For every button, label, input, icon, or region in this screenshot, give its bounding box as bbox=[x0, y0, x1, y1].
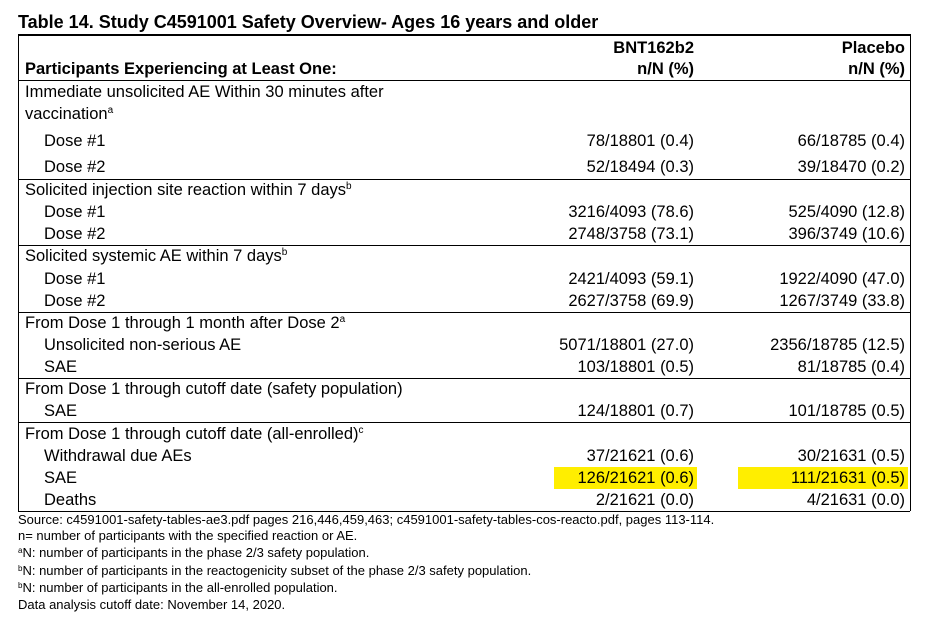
placebo-highlight bbox=[738, 467, 908, 489]
bnt-value: 37/21621 (0.6) bbox=[586, 447, 694, 465]
section-label: Immediate unsolicited AE Within 30 minut… bbox=[25, 83, 384, 101]
table-row-label: Dose #2 bbox=[44, 158, 106, 176]
footnote-marker: b bbox=[346, 181, 352, 192]
placebo-value: 2356/18785 (12.5) bbox=[770, 336, 905, 354]
section-rule bbox=[18, 378, 910, 379]
placebo-value-highlighted: 111/21631 (0.5) bbox=[790, 469, 905, 487]
section-rule bbox=[18, 312, 910, 313]
placebo-value: 39/18470 (0.2) bbox=[797, 158, 905, 176]
bnt-value: 2/21621 (0.0) bbox=[595, 491, 694, 509]
bnt-highlight bbox=[554, 467, 697, 489]
placebo-value: 396/3749 (10.6) bbox=[788, 225, 905, 243]
bnt-value: 2627/3758 (69.9) bbox=[568, 292, 694, 310]
bnt-value: 52/18494 (0.3) bbox=[586, 158, 694, 176]
table-row-label: Unsolicited non-serious AE bbox=[44, 336, 242, 354]
bnt-value: 124/18801 (0.7) bbox=[577, 402, 694, 420]
placebo-column-unit: n/N (%) bbox=[848, 60, 905, 78]
bnt-column-unit: n/N (%) bbox=[637, 60, 694, 78]
table-row-label: Deaths bbox=[44, 491, 97, 509]
table-row-label: SAE bbox=[44, 469, 78, 487]
row-label-header: Participants Experiencing at Least One: bbox=[25, 60, 337, 78]
table-left-border bbox=[18, 34, 19, 511]
section-label: From Dose 1 through cutoff date (safety … bbox=[25, 380, 403, 398]
bnt-value: 2421/4093 (59.1) bbox=[568, 270, 694, 288]
section-rule bbox=[18, 422, 910, 423]
placebo-value: 1267/3749 (33.8) bbox=[779, 292, 905, 310]
section-label: From Dose 1 through cutoff date (all-enr… bbox=[25, 425, 364, 443]
table-row-label: SAE bbox=[44, 402, 78, 420]
footnote-c: bN: number of participants in the all-en… bbox=[18, 580, 338, 595]
placebo-column-header: Placebo bbox=[841, 39, 905, 57]
bnt-value: 3216/4093 (78.6) bbox=[568, 203, 694, 221]
section-rule bbox=[18, 179, 910, 180]
footnote-marker: a bbox=[107, 105, 114, 116]
table-row-label: Dose #1 bbox=[44, 270, 106, 288]
bnt-column-header: BNT162b2 bbox=[613, 39, 694, 57]
section-rule bbox=[18, 245, 910, 246]
table-top-rule bbox=[18, 34, 910, 36]
table-title: Table 14. Study C4591001 Safety Overview… bbox=[18, 12, 599, 32]
table-right-border bbox=[910, 34, 911, 511]
source-note: Source: c4591001-safety-tables-ae3.pdf p… bbox=[18, 512, 715, 527]
placebo-value: 1922/4090 (47.0) bbox=[779, 270, 905, 288]
footnote-n-definition: n= number of participants with the speci… bbox=[18, 528, 358, 543]
placebo-value: 101/18785 (0.5) bbox=[788, 402, 905, 420]
placebo-value: 30/21631 (0.5) bbox=[797, 447, 905, 465]
footnote-a: aN: number of participants in the phase … bbox=[18, 545, 370, 560]
bnt-value: 2748/3758 (73.1) bbox=[568, 225, 694, 243]
table-row-label: Withdrawal due AEs bbox=[44, 447, 192, 465]
section-label: Solicited systemic AE within 7 daysb bbox=[25, 247, 288, 265]
footnote-b: bN: number of participants in the reacto… bbox=[18, 563, 532, 578]
placebo-value: 81/18785 (0.4) bbox=[797, 358, 905, 376]
bnt-value-highlighted: 126/21621 (0.6) bbox=[577, 469, 694, 487]
section-label: From Dose 1 through 1 month after Dose 2… bbox=[25, 314, 346, 332]
cutoff-date-note: Data analysis cutoff date: November 14, … bbox=[18, 597, 286, 612]
table-row-label: Dose #1 bbox=[44, 203, 106, 221]
placebo-value: 4/21631 (0.0) bbox=[806, 491, 905, 509]
bnt-value: 5071/18801 (27.0) bbox=[559, 336, 694, 354]
bnt-value: 78/18801 (0.4) bbox=[586, 132, 694, 150]
table-row-label: Dose #1 bbox=[44, 132, 106, 150]
bnt-value: 103/18801 (0.5) bbox=[577, 358, 694, 376]
table-row-label: Dose #2 bbox=[44, 292, 106, 310]
section-label: Solicited injection site reaction within… bbox=[25, 181, 352, 199]
header-bottom-rule bbox=[18, 80, 910, 81]
section-label-continued: vaccinationa bbox=[25, 105, 114, 123]
table-row-label: SAE bbox=[44, 358, 78, 376]
placebo-value: 525/4090 (12.8) bbox=[788, 203, 905, 221]
table-row-label: Dose #2 bbox=[44, 225, 106, 243]
placebo-value: 66/18785 (0.4) bbox=[797, 132, 905, 150]
footnote-marker: c bbox=[358, 425, 364, 436]
footnote-marker: b bbox=[281, 247, 288, 258]
footnote-marker: a bbox=[339, 314, 346, 325]
table-bottom-rule bbox=[18, 511, 910, 512]
